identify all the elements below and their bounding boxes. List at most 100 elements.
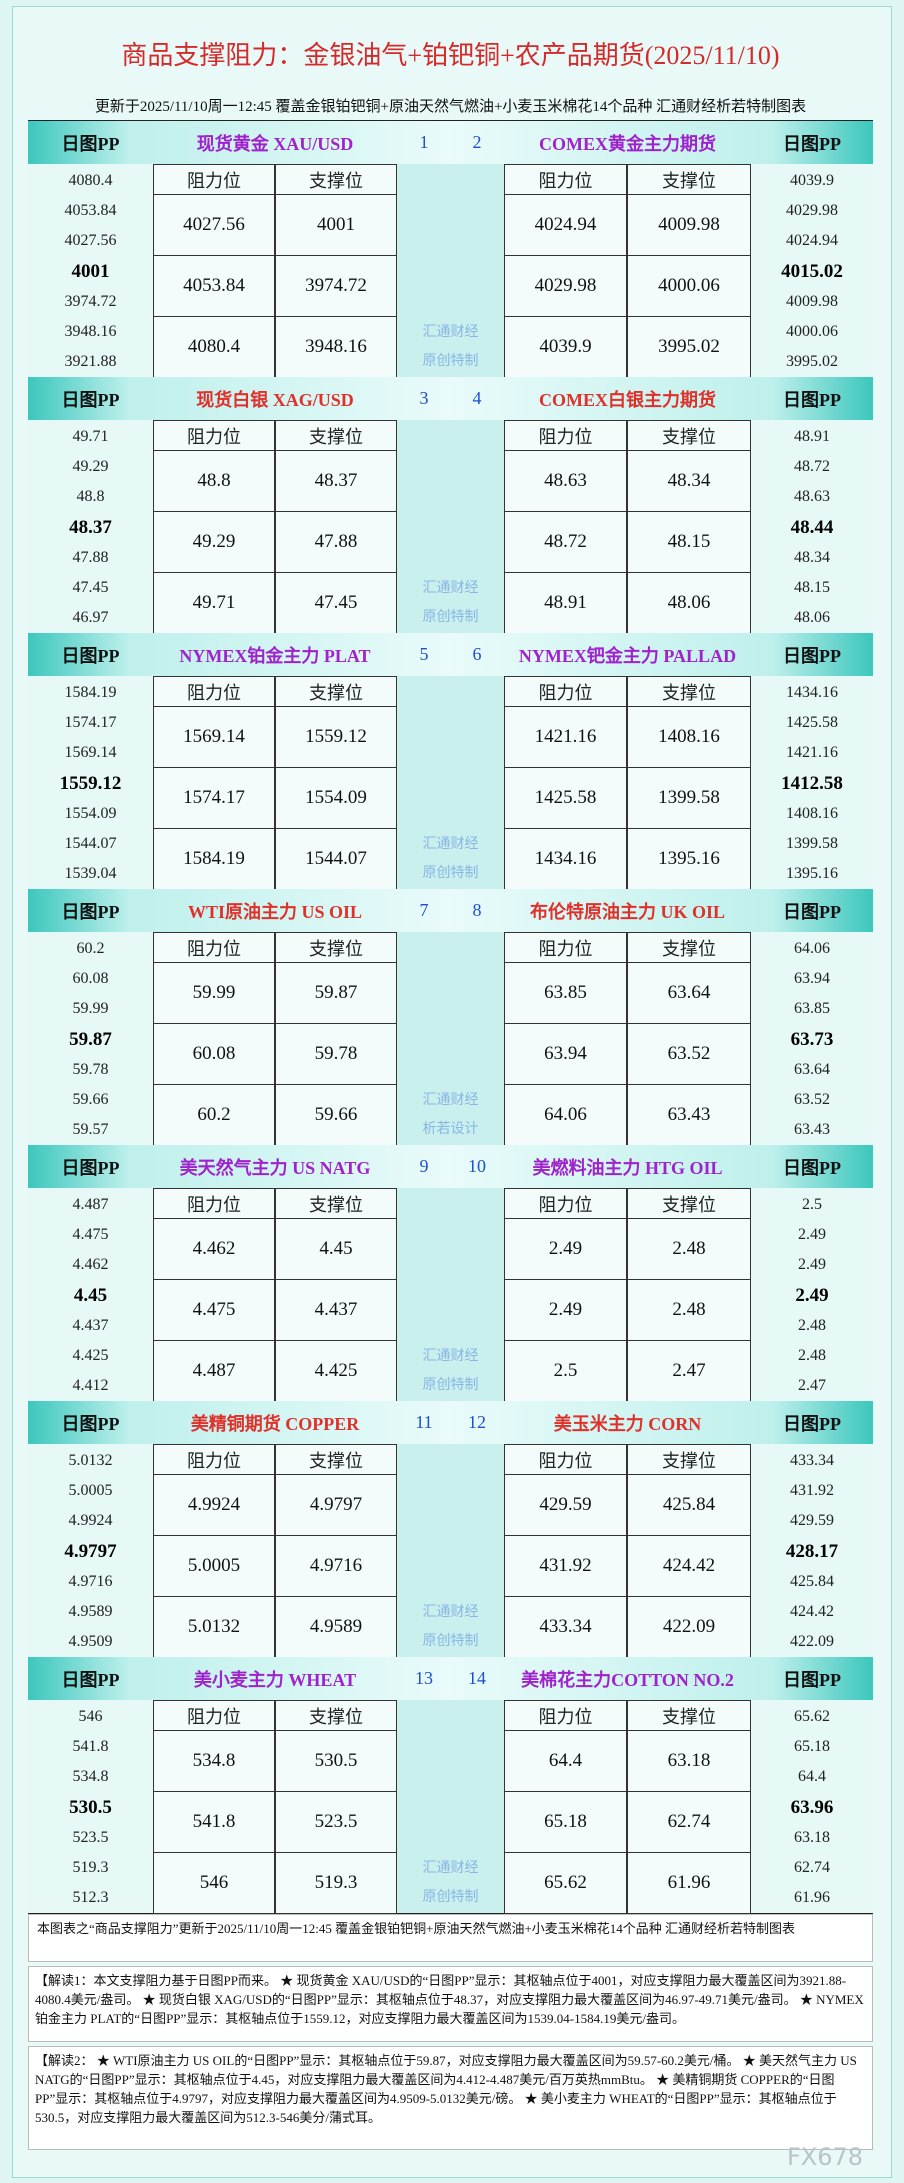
- level-value: 65.62: [504, 1852, 627, 1914]
- explanation-box: 【解读2： ★ WTI原油主力 US OIL的“日图PP”显示：其枢轴点位于59…: [28, 2046, 873, 2150]
- level-value: 4027.56: [153, 194, 275, 256]
- pp-value: 1554.09: [64, 804, 117, 822]
- section-header: [28, 1145, 873, 1188]
- level-value: 4.45: [275, 1218, 397, 1280]
- pp-value: 4024.94: [786, 232, 838, 250]
- instrument-number: 13: [415, 1668, 433, 1688]
- level-value: 4.9924: [153, 1474, 275, 1536]
- pp-value: 1544.07: [64, 835, 117, 852]
- level-value: 47.88: [275, 511, 397, 573]
- pp-column: [28, 164, 153, 377]
- instrument-name: NYMEX铂金主力 PLAT: [179, 645, 371, 666]
- level-value: 2.48: [627, 1218, 751, 1280]
- level-value: 3948.16: [275, 316, 397, 378]
- level-value: 429.59: [504, 1474, 627, 1536]
- pp-value: 2.5: [802, 1196, 822, 1213]
- instrument-name: COMEX白银主力期货: [539, 389, 716, 410]
- pp-value: 512.3: [72, 1889, 109, 1907]
- pp-value: 534.8: [72, 1768, 109, 1786]
- instrument-number: 1: [419, 132, 429, 152]
- level-value: 63.85: [504, 962, 627, 1024]
- level-value: 433.34: [504, 1596, 627, 1658]
- pp-value: 3948.16: [64, 323, 117, 340]
- level-value: 4.425: [275, 1340, 397, 1402]
- instrument-number: 6: [472, 644, 482, 664]
- column-header: 支撑位: [275, 932, 397, 963]
- level-value: 422.09: [627, 1596, 751, 1658]
- level-value: 4009.98: [627, 194, 751, 256]
- pp-value: 4.475: [72, 1226, 109, 1244]
- level-value: 1408.16: [627, 706, 751, 768]
- pp-value: 1408.16: [786, 804, 838, 822]
- section-header: [28, 1657, 873, 1700]
- pp-value: 4053.84: [64, 202, 117, 220]
- pp-label: 日图PP: [61, 133, 120, 154]
- level-value: 1584.19: [153, 828, 275, 890]
- pp-label: 日图PP: [61, 389, 120, 410]
- pp-value: 431.92: [790, 1482, 834, 1500]
- pp-column: [28, 1188, 153, 1401]
- level-value: 546: [153, 1852, 275, 1914]
- pp-value: 1539.04: [64, 865, 117, 883]
- level-value: 4001: [275, 194, 397, 256]
- pp-value: 65.18: [794, 1738, 830, 1756]
- instrument-number: 11: [415, 1412, 433, 1432]
- column-header: 阻力位: [153, 1444, 275, 1475]
- pp-value: 5.0005: [68, 1482, 113, 1500]
- pp-column: [751, 932, 873, 1145]
- level-value: 59.87: [275, 962, 397, 1024]
- level-value: 534.8: [153, 1730, 275, 1792]
- pp-value: 433.34: [790, 1452, 834, 1469]
- section-header: [28, 1401, 873, 1444]
- section-header: [28, 377, 873, 420]
- pp-value: 4027.56: [64, 232, 117, 250]
- column-header: 阻力位: [504, 1188, 627, 1219]
- pp-value: 47.45: [72, 579, 109, 596]
- pp-value: 4.462: [72, 1256, 109, 1274]
- level-value: 59.99: [153, 962, 275, 1024]
- pp-value: 5.0132: [68, 1452, 113, 1469]
- pp-value: 523.5: [72, 1828, 109, 1846]
- instrument-name: 美燃料油主力 HTG OIL: [532, 1157, 723, 1178]
- column-header: 阻力位: [153, 1700, 275, 1731]
- instrument-number: 9: [419, 1156, 429, 1176]
- pp-value: 48.34: [794, 548, 830, 566]
- section-watermark: 原创特制: [422, 354, 479, 369]
- section-header: [28, 121, 873, 164]
- pp-value: 59.66: [72, 1091, 109, 1108]
- pp-value: 1421.16: [786, 744, 838, 762]
- pp-value: 4.412: [72, 1377, 109, 1395]
- middle-column: [397, 676, 504, 889]
- section-watermark: 汇通财经: [422, 1605, 479, 1620]
- middle-column: [397, 164, 504, 377]
- pp-value: 49.29: [72, 458, 109, 476]
- level-value: 530.5: [275, 1730, 397, 1792]
- column-header: 阻力位: [504, 164, 627, 195]
- watermark: FX678: [786, 2143, 864, 2171]
- instrument-name: 布伦特原油主力 UK OIL: [529, 901, 725, 922]
- pp-value: 3974.72: [64, 292, 117, 310]
- column-header: 阻力位: [504, 1700, 627, 1731]
- pp-value: 63.52: [794, 1091, 830, 1108]
- instrument-name: NYMEX钯金主力 PALLAD: [518, 645, 737, 666]
- instrument-number: 5: [419, 644, 429, 664]
- pp-value: 64.06: [794, 940, 830, 957]
- pp-value: 63.85: [794, 1000, 830, 1018]
- instrument-number: 14: [468, 1668, 486, 1688]
- pp-label: 日图PP: [783, 1157, 841, 1178]
- level-value: 62.74: [627, 1791, 751, 1853]
- column-header: 支撑位: [275, 676, 397, 707]
- pp-column: [28, 932, 153, 1145]
- level-value: 2.49: [504, 1218, 627, 1280]
- level-value: 1559.12: [275, 706, 397, 768]
- column-header: 阻力位: [153, 420, 275, 451]
- level-value: 1395.16: [627, 828, 751, 890]
- pp-value: 60.2: [76, 940, 105, 957]
- pp-label: 日图PP: [783, 1669, 841, 1690]
- instrument-name: 美玉米主力 CORN: [553, 1413, 702, 1434]
- level-value: 59.66: [275, 1084, 397, 1146]
- pp-column: [751, 164, 873, 377]
- pp-value: 530.5: [69, 1796, 112, 1818]
- section-watermark: 原创特制: [422, 1890, 479, 1905]
- level-value: 4.9589: [275, 1596, 397, 1658]
